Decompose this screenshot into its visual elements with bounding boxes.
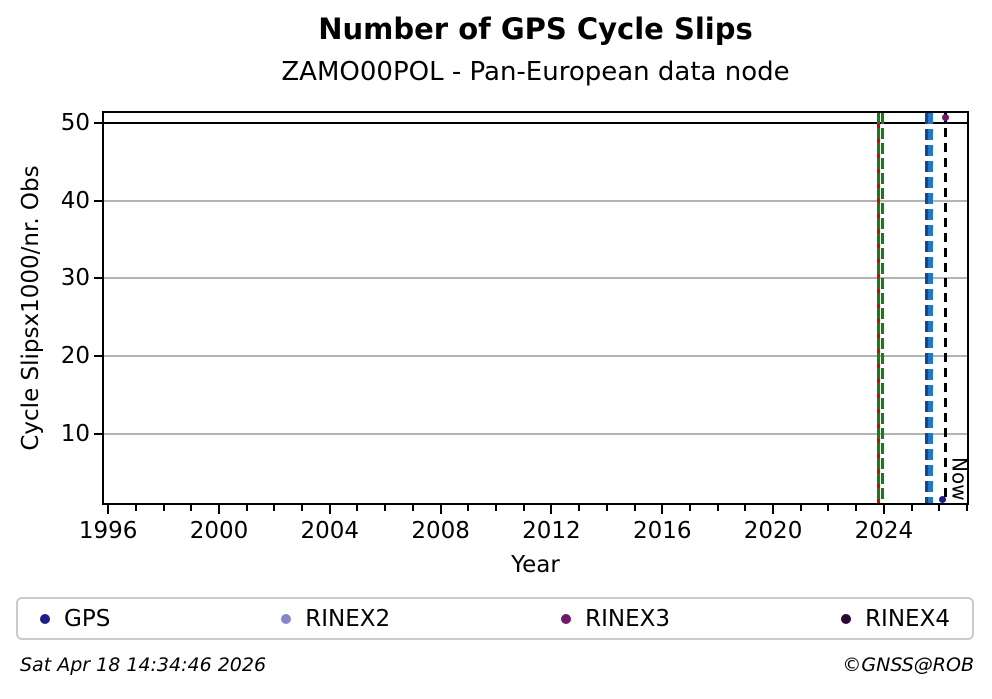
x-minor-tick: [744, 505, 747, 511]
event-line: [876, 113, 880, 503]
x-minor-tick: [162, 505, 165, 511]
x-tick: [772, 505, 775, 514]
x-tick: [328, 505, 331, 514]
now-label: Now: [947, 457, 972, 501]
x-minor-tick: [910, 505, 913, 511]
x-tick: [107, 505, 110, 514]
x-tick-label: 2004: [300, 518, 360, 544]
x-tick-label: 2020: [743, 518, 803, 544]
chart-title: Number of GPS Cycle Slips: [318, 12, 753, 46]
y-tick: [94, 199, 103, 202]
legend-label-rinex4: RINEX4: [865, 605, 950, 632]
threshold-line: [104, 121, 967, 125]
y-tick-label: 50: [60, 110, 90, 137]
gps-marker-icon: [40, 613, 50, 624]
x-minor-tick: [855, 505, 858, 511]
copyright-credit: ©GNSS@ROB: [842, 654, 974, 676]
x-tick: [217, 505, 220, 514]
chart-legend: GPS RINEX2 RINEX3 RINEX4: [16, 597, 974, 640]
x-minor-tick: [134, 505, 137, 511]
rinex2-marker-icon: [281, 613, 292, 624]
x-tick: [550, 505, 553, 514]
x-tick-label: 2024: [854, 518, 914, 544]
y-tick: [94, 355, 103, 358]
x-axis-label: Year: [511, 552, 560, 578]
event-line: [927, 113, 933, 503]
y-tick-label: 10: [60, 420, 90, 447]
legend-item-rinex2: RINEX2: [281, 606, 390, 632]
x-minor-tick: [633, 505, 636, 511]
legend-label-rinex2: RINEX2: [305, 605, 391, 632]
legend-item-rinex4: RINEX4: [841, 606, 950, 632]
x-minor-tick: [384, 505, 387, 511]
x-tick-label: 2008: [411, 518, 470, 544]
x-tick: [882, 505, 885, 514]
x-minor-tick: [827, 505, 830, 511]
x-tick: [439, 505, 442, 514]
x-minor-tick: [938, 505, 941, 511]
gridline: [104, 199, 967, 202]
x-minor-tick: [190, 505, 193, 511]
x-tick-label: 2000: [189, 518, 249, 544]
legend-label-rinex3: RINEX3: [585, 605, 671, 632]
x-minor-tick: [495, 505, 498, 511]
x-minor-tick: [245, 505, 248, 511]
rinex3-marker-icon: [561, 613, 572, 624]
y-axis-label: Cycle Slipsx1000/nr. Obs: [18, 165, 44, 451]
x-minor-tick: [273, 505, 276, 511]
x-minor-tick: [966, 505, 968, 511]
legend-label-gps: GPS: [64, 605, 111, 632]
y-tick: [94, 432, 103, 435]
x-minor-tick: [716, 505, 719, 511]
x-minor-tick: [799, 505, 802, 511]
y-tick-label: 40: [60, 187, 90, 214]
x-tick-label: 2016: [632, 518, 692, 544]
plot-area: 10 20 30 40 50 1996 2000 2004 2008 2012 2016 2020 20…: [61, 110, 972, 544]
data-point-gps: [939, 495, 947, 503]
event-line: [880, 113, 885, 503]
legend-item-rinex3: RINEX3: [561, 606, 670, 632]
x-minor-tick: [522, 505, 525, 511]
x-minor-tick: [411, 505, 414, 511]
gridline: [104, 355, 967, 358]
data-point-rinex3: [942, 114, 950, 122]
x-tick-label: 1996: [78, 518, 138, 544]
rinex4-marker-icon: [841, 613, 852, 624]
x-minor-tick: [578, 505, 581, 511]
x-tick-label: 2012: [522, 518, 581, 544]
chart-subtitle: ZAMO00POL - Pan-European data node: [281, 57, 790, 87]
x-tick: [661, 505, 664, 514]
x-minor-tick: [688, 505, 691, 511]
y-tick-label: 30: [60, 265, 90, 292]
x-minor-tick: [301, 505, 304, 511]
y-tick: [94, 122, 103, 125]
y-tick-label: 20: [60, 343, 90, 370]
legend-item-gps: GPS: [40, 606, 110, 632]
event-line: [925, 113, 928, 503]
x-minor-tick: [356, 505, 359, 511]
event-line: [944, 113, 947, 503]
x-minor-tick: [605, 505, 608, 511]
gridline: [104, 432, 967, 435]
gridline: [104, 277, 967, 280]
x-minor-tick: [467, 505, 470, 511]
y-tick: [94, 277, 103, 280]
plot-timestamp: Sat Apr 18 14:34:46 2026: [20, 654, 267, 676]
